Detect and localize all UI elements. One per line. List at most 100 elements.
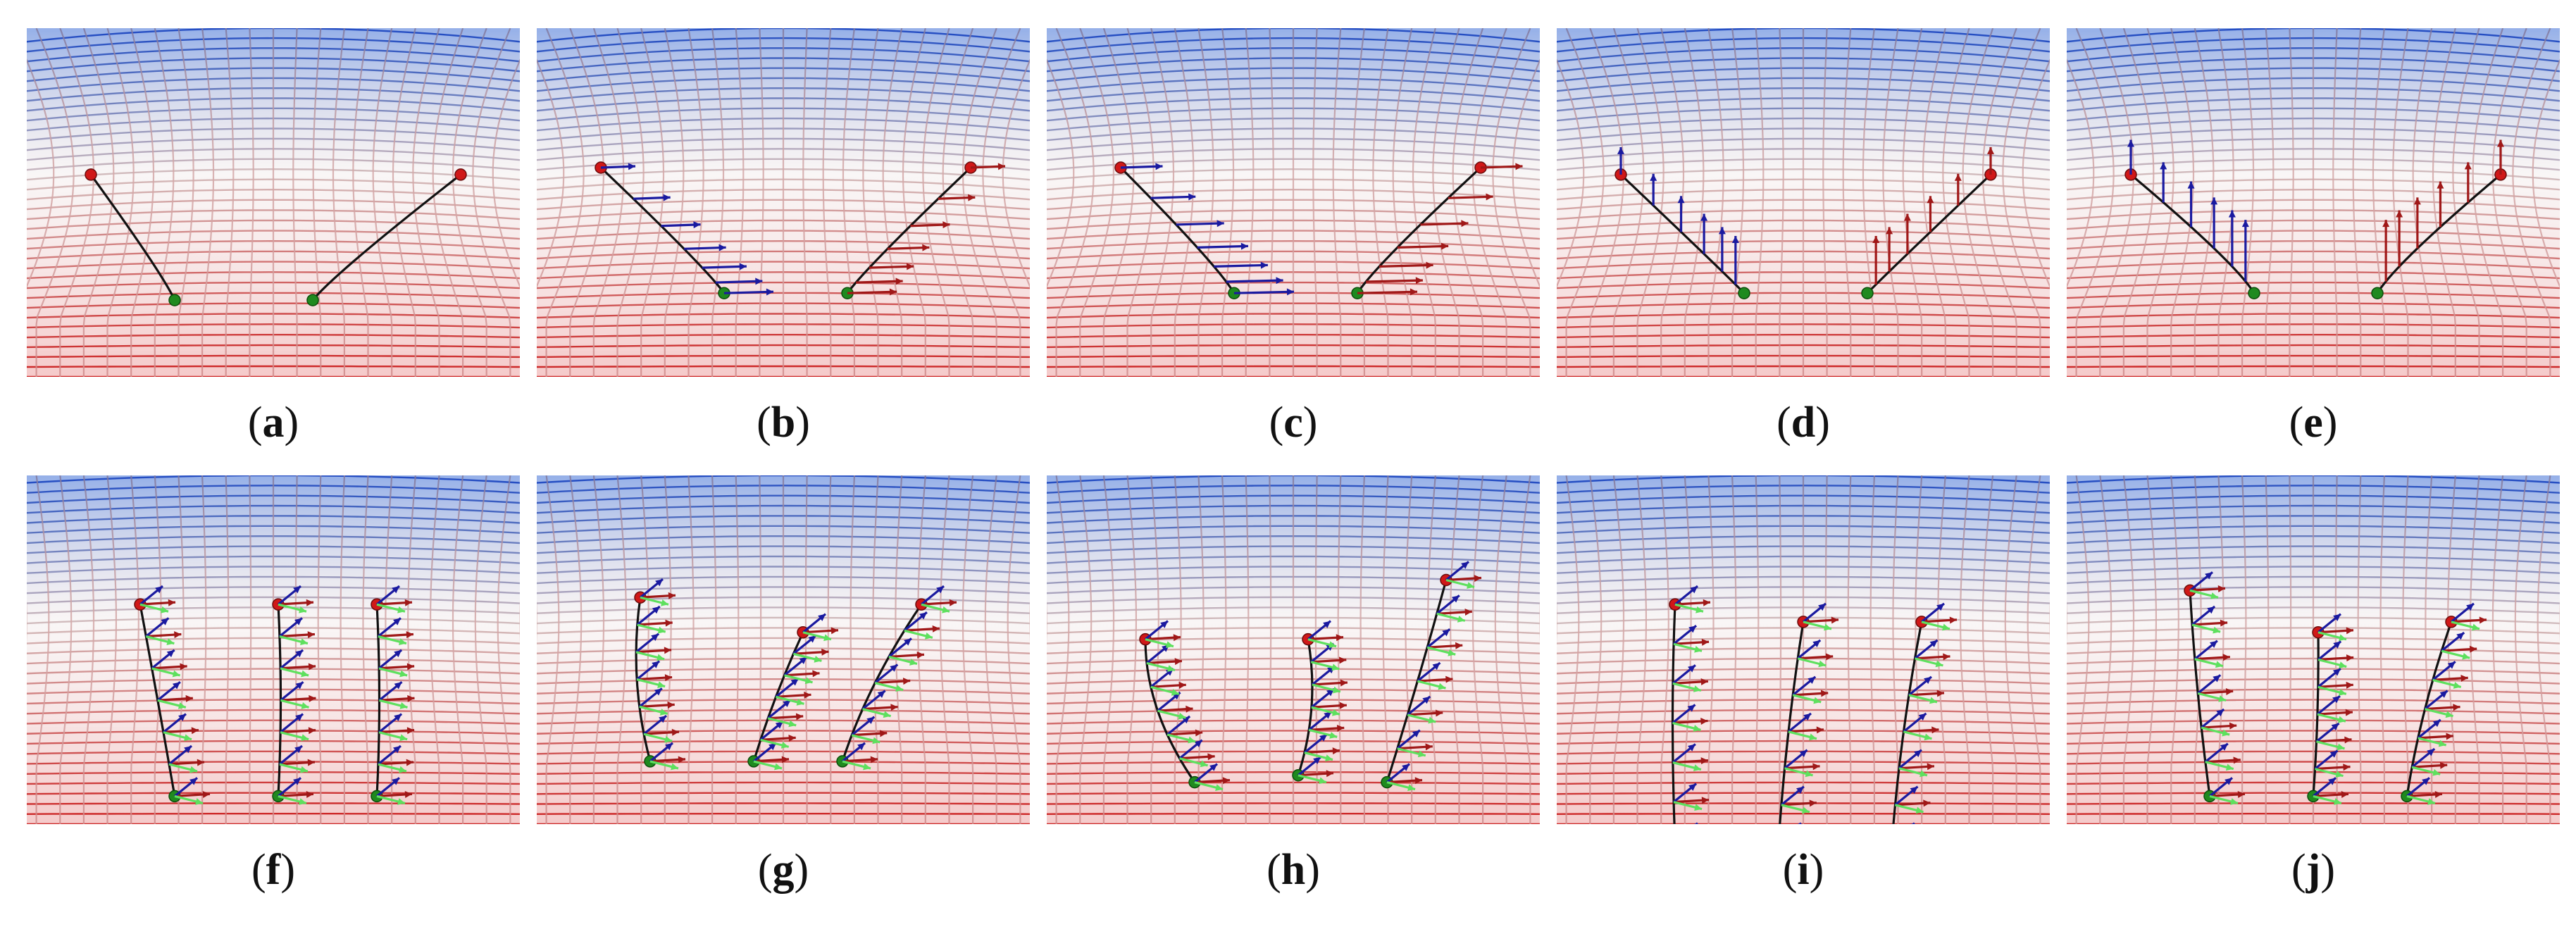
frame-arrow-green: [1397, 747, 1426, 758]
frame-arrow-red: [2318, 654, 2354, 662]
frame-arrow-red: [1784, 763, 1820, 771]
frame-arrow-green: [163, 731, 192, 742]
frame-arrow-red: [862, 704, 898, 711]
frame-arrow-red: [1793, 690, 1829, 697]
rod-2-arrows: [2382, 139, 2504, 282]
frame-arrow-blue: [151, 649, 175, 670]
frame-arrow-red: [379, 727, 415, 735]
frame-arrow-green: [280, 699, 309, 709]
frame-arrow-red: [278, 791, 314, 798]
frame-arrow-green: [2451, 621, 2480, 631]
frame-arrow-green: [1145, 638, 1174, 649]
rod-2-arrows: [2312, 613, 2354, 805]
frame-arrow-red: [639, 701, 675, 709]
frame-arrow-red: [1304, 747, 1340, 755]
panel-letter: i: [1797, 846, 1810, 894]
frame-arrow-blue: [156, 681, 181, 702]
frame-arrow-blue: [2317, 613, 2342, 633]
panel-letter: f: [266, 846, 281, 894]
rod-1: [139, 604, 176, 797]
frame-arrow-red: [921, 599, 957, 606]
frame-arrow-red: [2412, 761, 2448, 769]
panel-label-b: (b): [757, 399, 810, 447]
frame-arrow-blue: [2317, 640, 2342, 661]
frame-arrow-blue: [1672, 743, 1696, 764]
frame-arrow-blue: [1674, 585, 1699, 606]
frame-arrow-green: [2201, 726, 2230, 737]
force-arrow: [661, 221, 701, 229]
frame-arrow-red: [760, 734, 796, 742]
frame-arrow-green: [1803, 621, 1832, 631]
frame-arrow-red: [1194, 777, 1231, 785]
frame-arrow-red: [376, 791, 413, 798]
frame-arrow-green: [1179, 757, 1208, 768]
force-arrow: [2497, 139, 2504, 175]
frame-arrow-red: [875, 678, 911, 685]
frame-arrow-red: [2451, 616, 2487, 624]
frame-arrow-blue: [1310, 687, 1335, 709]
frame-arrow-green: [802, 631, 832, 642]
frame-arrow-red: [1672, 678, 1708, 685]
frame-arrow-red: [1312, 679, 1348, 687]
force-arrow: [1700, 213, 1708, 254]
frame-arrow-blue: [2197, 674, 2222, 694]
frame-arrow-red: [2316, 736, 2352, 744]
root-point: [2371, 287, 2384, 299]
frame-arrow-red: [1673, 797, 1710, 804]
frame-arrow-blue: [636, 605, 661, 626]
force-arrow: [1886, 227, 1893, 272]
frame-arrow-blue: [649, 742, 674, 763]
frame-arrow-red: [1311, 656, 1347, 664]
frame-arrow-blue: [636, 660, 661, 680]
force-arrow: [684, 244, 726, 251]
force-arrow: [1379, 261, 1433, 269]
frame-arrow-blue: [783, 656, 808, 677]
frame-arrow-blue: [377, 617, 402, 637]
force-arrow: [715, 278, 763, 285]
frame-arrow-green: [776, 695, 804, 706]
frame-arrow-red: [1309, 724, 1345, 732]
force-arrow: [938, 194, 976, 201]
panel-a: [27, 28, 520, 377]
frame-arrow-blue: [920, 585, 945, 606]
frame-arrow-blue: [1898, 749, 1922, 770]
frame-arrow-red: [280, 727, 316, 735]
panel-g: [537, 475, 1030, 824]
frame-arrow-green: [2317, 713, 2346, 723]
panel-label-h: (h): [1267, 846, 1320, 894]
frame-arrow-red: [2205, 756, 2241, 764]
force-arrow: [1226, 277, 1283, 285]
panel-e-drawing: [2067, 28, 2560, 377]
frame-arrow-blue: [1303, 733, 1328, 754]
frame-arrow-green: [1308, 728, 1338, 739]
frame-arrow-blue: [280, 681, 304, 702]
force-arrow: [2228, 210, 2236, 267]
force-arrow: [1927, 196, 1934, 232]
frame-arrow-red: [635, 647, 672, 654]
frame-arrow-blue: [375, 585, 401, 606]
frame-arrow-blue: [2406, 777, 2431, 797]
frame-arrow-green: [157, 699, 187, 709]
frame-arrow-red: [278, 599, 314, 606]
frame-arrow-red: [280, 663, 316, 671]
panel-letter: h: [1281, 846, 1306, 894]
force-arrow: [1650, 173, 1657, 206]
force-arrow: [600, 163, 636, 170]
rod-2-arrows: [1780, 602, 1839, 824]
panel-h: [1047, 475, 1540, 824]
frame-arrow-red: [2209, 791, 2246, 798]
frame-arrow-green: [635, 651, 665, 661]
frame-arrow-blue: [1436, 594, 1460, 615]
frame-arrow-blue: [1903, 712, 1927, 733]
frame-arrow-blue: [1178, 739, 1203, 760]
panel-label-a: (a): [247, 399, 299, 447]
frame-arrow-blue: [1802, 602, 1827, 623]
panel-i: [1557, 475, 2050, 824]
root-point: [1738, 287, 1750, 299]
panel-b-drawing: [537, 28, 1030, 377]
frame-arrow-green: [174, 794, 204, 805]
rod-3: [841, 604, 923, 762]
frame-arrow-blue: [638, 687, 663, 708]
rod-2-arrows: [847, 163, 1006, 296]
frame-arrow-blue: [1672, 704, 1696, 724]
